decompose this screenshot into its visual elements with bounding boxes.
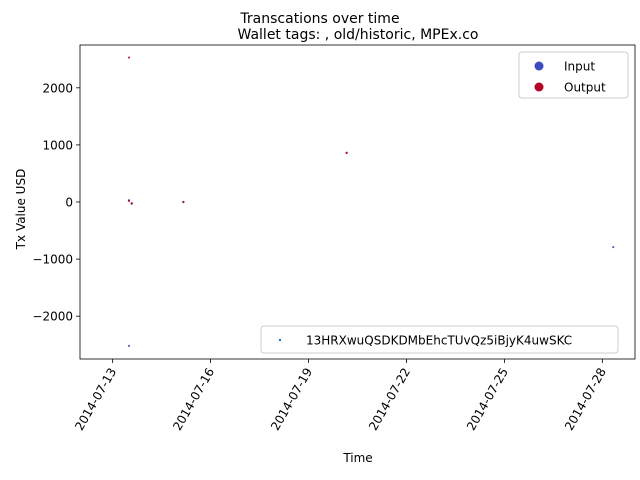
legend-box: [518, 51, 629, 99]
x-tick-label: 2014-07-19: [268, 366, 315, 433]
plot-area: 2000 1000 0 −1000 −2000 2014-07-13 2014-07-16 2…: [32, 44, 636, 433]
y-tick-label: 1000: [42, 138, 73, 152]
legend-wallet: 13HRXwuQSDKDMbEhcTUvQz5iBjyK4uwSKC: [260, 325, 619, 354]
x-tick-label: 2014-07-28: [562, 366, 609, 433]
chart-suptitle: Transcations over time: [239, 11, 399, 27]
legend-marker: [534, 61, 544, 71]
data-point-output: [345, 151, 348, 155]
x-tick-label: 2014-07-25: [464, 365, 511, 432]
axes-frame: [79, 44, 636, 360]
legend-box: [260, 325, 619, 354]
x-axis-label: Time: [342, 451, 372, 465]
x-tick-label: 2014-07-16: [170, 366, 217, 433]
data-point-output: [127, 56, 131, 59]
legend-label: 13HRXwuQSDKDMbEhcTUvQz5iBjyK4uwSKC: [306, 334, 572, 348]
data-point-output: [130, 202, 133, 205]
y-axis-label: Tx Value USD: [14, 169, 28, 251]
legend-label: Output: [564, 81, 606, 95]
legend-marker: [278, 338, 282, 342]
legend-label: Input: [564, 60, 595, 74]
x-tick-label: 2014-07-13: [72, 366, 119, 433]
data-point-input: [612, 246, 615, 249]
y-tick-label: 0: [65, 196, 73, 210]
y-tick-label: 2000: [42, 81, 73, 95]
chart-title: Wallet tags: , old/historic, MPEx.co: [238, 27, 479, 43]
legend-marker: [534, 82, 544, 92]
data-point-output: [127, 199, 131, 202]
y-tick-label: −2000: [32, 310, 73, 324]
data-point-input: [127, 344, 131, 347]
legend-main: Input Output: [518, 51, 629, 99]
x-tick-label: 2014-07-22: [366, 366, 413, 433]
y-tick-label: −1000: [32, 253, 73, 267]
data-point-output: [182, 200, 185, 204]
